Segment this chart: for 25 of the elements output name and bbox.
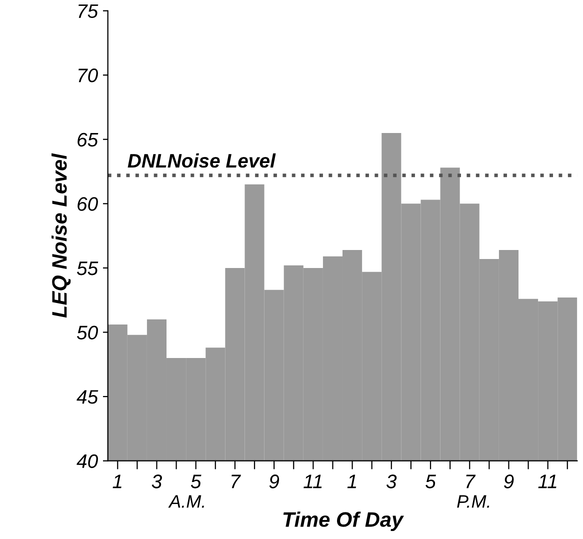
y-tick-label: 70 <box>78 68 98 82</box>
y-tick-label: 60 <box>78 197 98 211</box>
y-tick-label: 75 <box>78 4 98 18</box>
x-tick-label: 3 <box>386 474 397 488</box>
text: P.M. <box>457 495 490 508</box>
x-tick-label: 5 <box>426 474 436 488</box>
x-tick-label: 3 <box>152 474 162 488</box>
x-tick-label: 1 <box>112 474 122 488</box>
ref-line-label: DNLNoise Level <box>128 153 276 168</box>
y-tick-label: 45 <box>76 390 98 404</box>
text: A.M. <box>168 495 204 508</box>
x-axis-title: Time Of Day <box>283 512 404 532</box>
y-tick-label: 65 <box>78 132 98 147</box>
y-tick-label: 40 <box>76 454 98 468</box>
x-tick-label: 7 <box>232 474 241 488</box>
x-tick-label: 1 <box>347 474 356 488</box>
x-tick-label: 5 <box>190 474 202 488</box>
y-tick-label: 55 <box>76 262 98 276</box>
y-tick-label: 50 <box>76 326 98 340</box>
x-tick-label: 7 <box>466 474 476 488</box>
x-tick-label: 11 <box>304 474 322 488</box>
x-tick-label: 9 <box>269 474 280 488</box>
x-tick-label: 11 <box>538 474 556 488</box>
y-axis-title: LEQ Noise Level <box>52 153 71 318</box>
x-tick-label: 9 <box>504 474 514 488</box>
